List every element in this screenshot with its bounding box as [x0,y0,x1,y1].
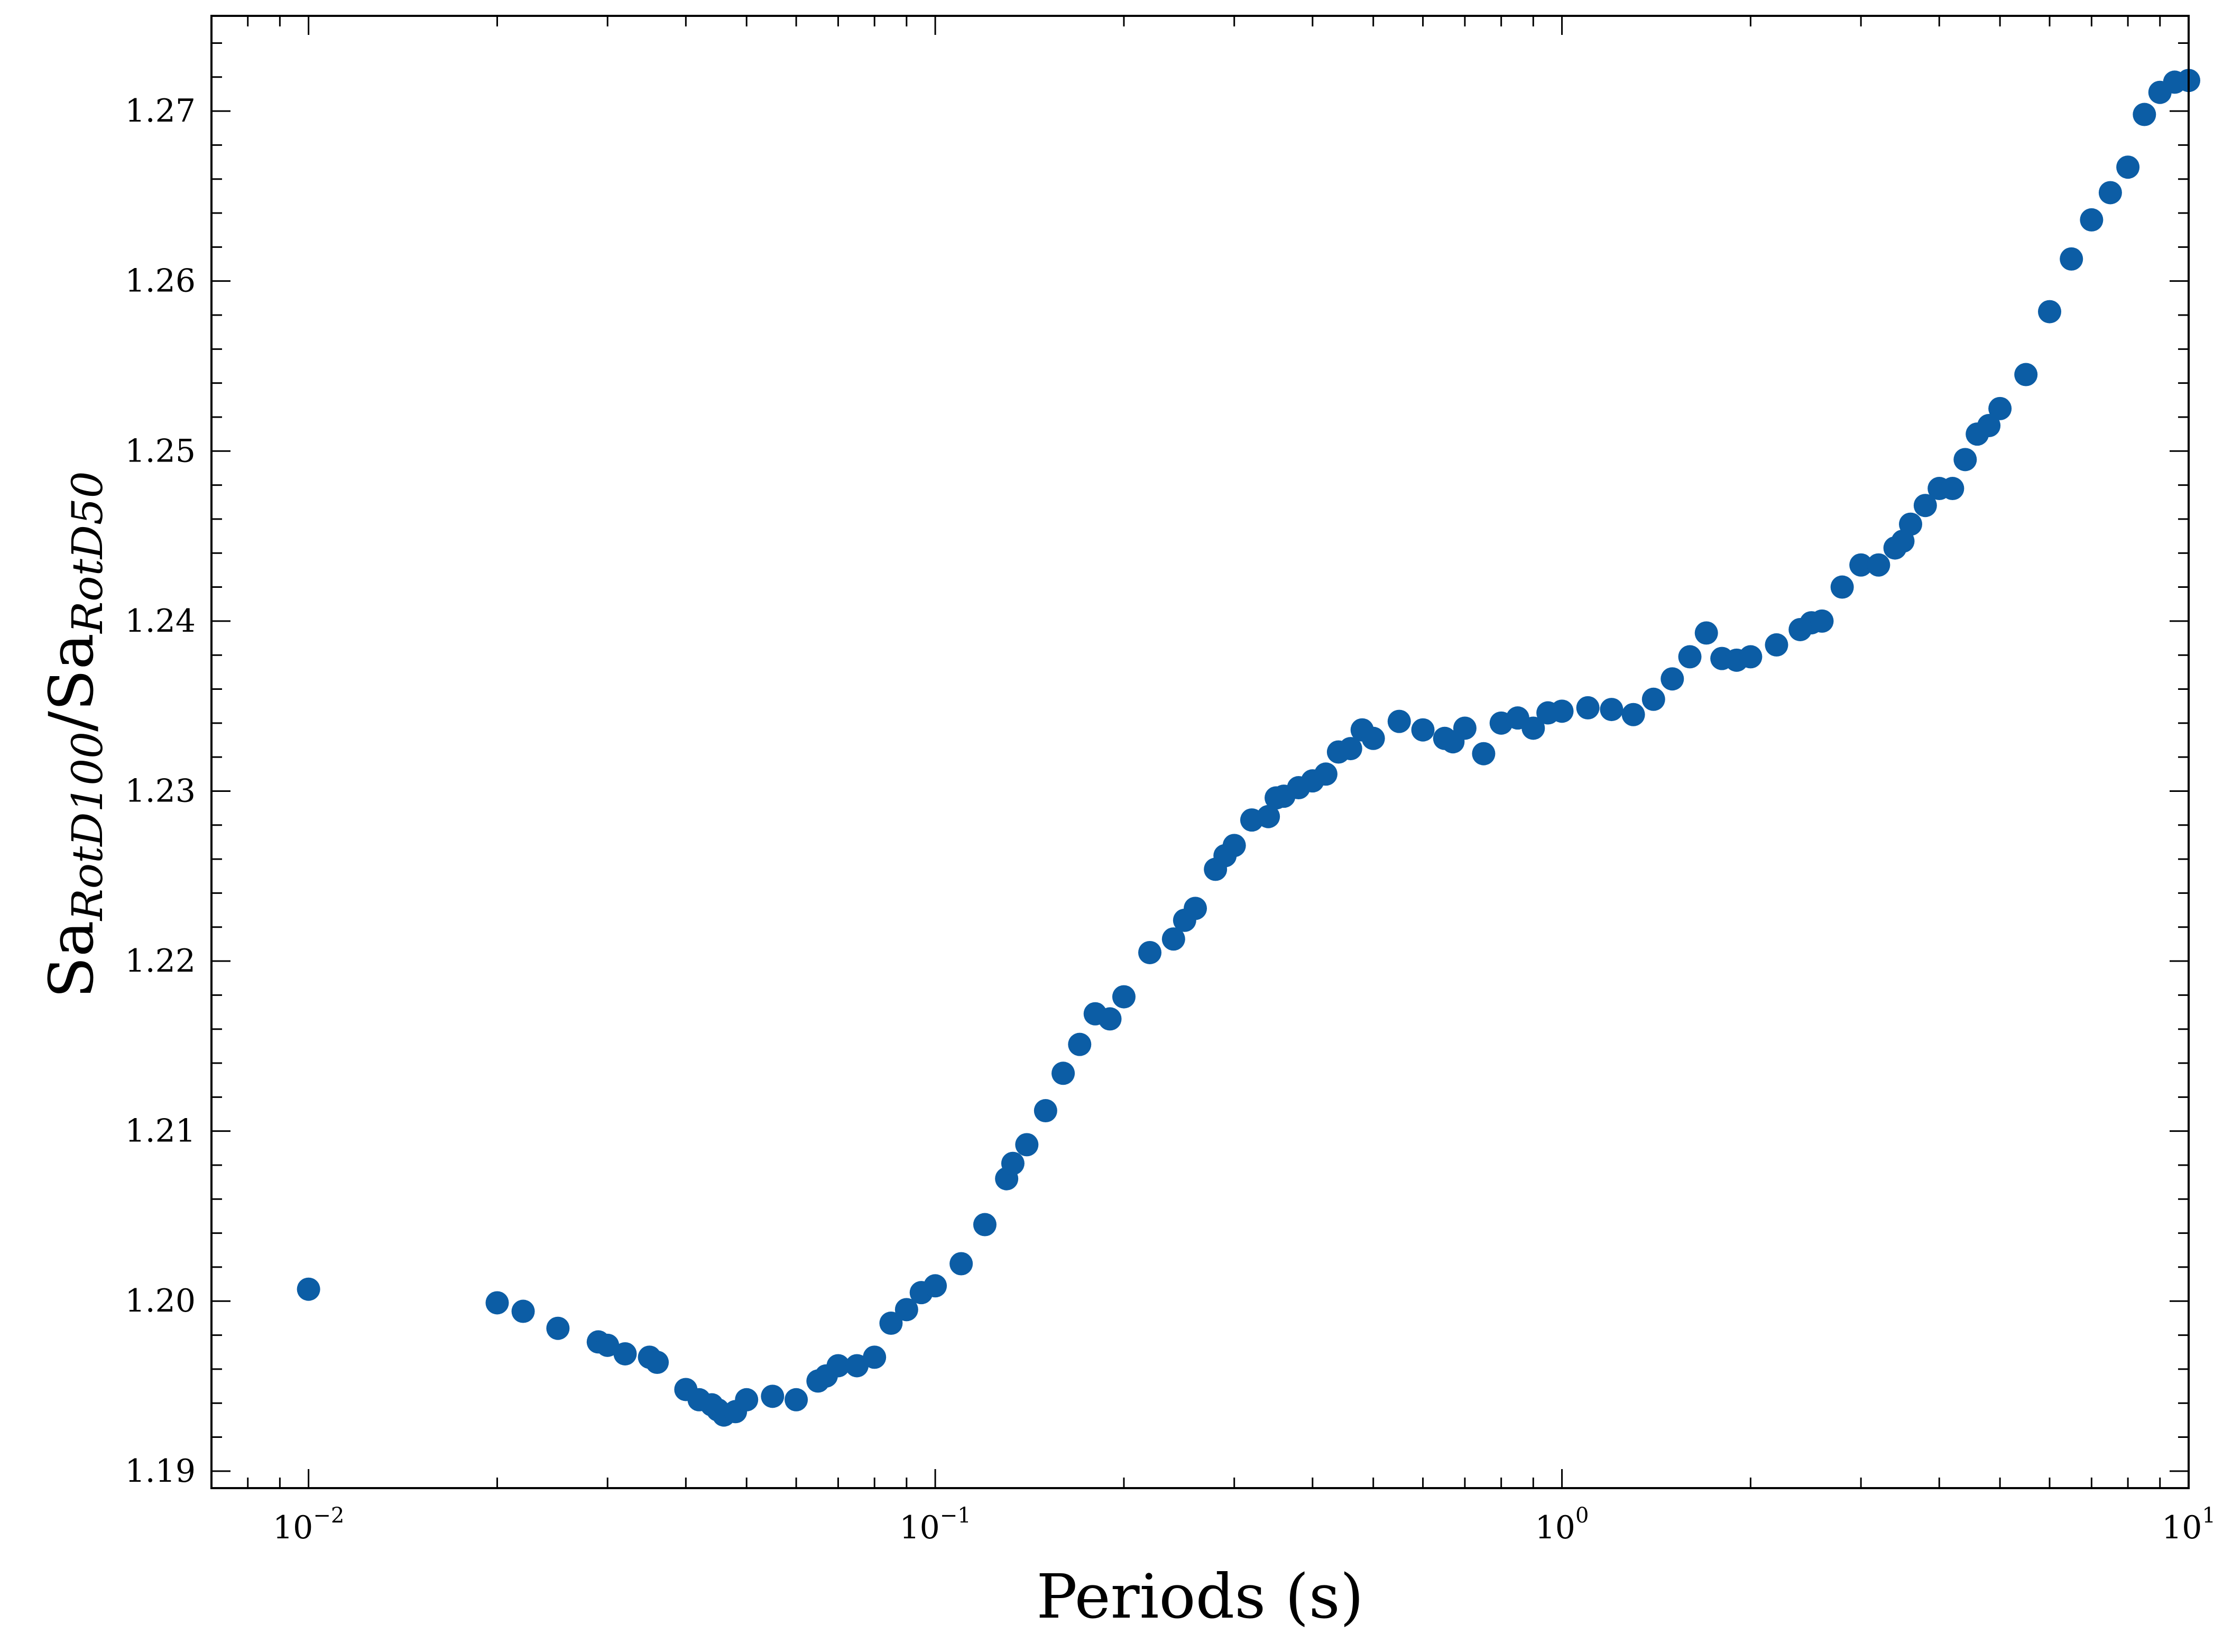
y-title-sub-2: RotD50 [63,471,112,634]
data-point [297,1277,320,1301]
data-point [1739,645,1763,669]
data-point [1941,477,1964,501]
x-tick-label: 10−1 [899,1503,971,1546]
y-tick-label: 1.22 [125,943,196,980]
y-title-main-2: Sa [36,633,107,711]
data-point [1849,553,1873,577]
data-point [1694,621,1718,645]
x-tick-label: 100 [1535,1503,1589,1546]
data-point [1867,553,1890,577]
data-point [894,1298,918,1322]
y-tick-label: 1.24 [125,603,196,640]
data-point [1161,927,1185,951]
data-point [924,1274,947,1298]
data-point [613,1342,637,1365]
data-point [1184,897,1207,920]
y-tick-label: 1.19 [125,1453,196,1490]
x-tick-label: 101 [2162,1503,2216,1546]
data-point [596,1333,620,1357]
y-title-main-1: Sa [36,920,107,998]
data-point [1015,1133,1039,1157]
data-point [1621,703,1645,726]
data-point [2014,363,2038,386]
data-point [1641,687,1665,711]
data-point [1138,940,1162,964]
data-point [1222,834,1246,857]
data-point [2098,181,2122,205]
data-point [1411,718,1435,742]
x-tick-label: 10−2 [273,1503,344,1546]
data-point [1913,494,1937,518]
data-point [1098,1007,1122,1031]
y-axis-title: SaRotD100/SaRotD50 [36,471,112,998]
axis-ticks [210,16,2190,1488]
data-point [1899,512,1923,536]
data-point [1661,667,1684,691]
y-tick-label: 1.25 [125,432,196,469]
data-point [1034,1099,1057,1123]
y-tick-label: 1.23 [125,772,196,809]
data-point [1521,716,1545,740]
y-title-slash: / [36,711,107,732]
data-point [1453,716,1477,740]
data-point [1810,609,1834,633]
scatter-points [297,69,2200,1427]
data-point [2060,247,2083,271]
data-point [1953,448,1977,472]
data-point [1765,633,1788,657]
data-point [1112,985,1136,1009]
data-point [2133,103,2156,126]
y-title-sub-1: RotD100 [63,732,112,921]
y-tick-label: 1.20 [125,1282,196,1319]
data-point [949,1252,973,1276]
data-point [826,1354,850,1378]
data-point [1051,1062,1075,1085]
data-point [2116,155,2140,179]
data-point [1678,645,1702,669]
data-point [845,1354,869,1378]
data-point [785,1388,808,1411]
data-point [1339,737,1362,761]
data-point [973,1213,997,1236]
data-point [761,1385,785,1408]
data-point [1001,1151,1025,1175]
data-point [1257,805,1280,828]
data-point [735,1388,759,1411]
data-point [1576,696,1600,719]
data-point [863,1345,887,1369]
y-tick-label: 1.21 [125,1113,196,1150]
data-point [1600,698,1624,722]
data-point [1550,699,1574,723]
data-point [1314,762,1338,786]
y-tick-label: 1.27 [125,93,196,130]
x-axis-title: Periods (s) [1036,1562,1363,1632]
data-point [1361,726,1385,750]
data-point [1387,709,1411,733]
plot-frame [210,15,2190,1489]
data-point [485,1291,509,1315]
data-point [1472,742,1496,765]
data-point [879,1312,903,1335]
data-point [511,1299,535,1323]
data-point [2038,300,2062,324]
y-tick-label: 1.26 [125,263,196,300]
data-point [546,1316,570,1340]
data-point [645,1351,669,1374]
data-point [1977,414,2001,438]
tick-labels: 1.19 1.20 1.21 1.22 1.23 1.24 1.25 1.26 1.27 10−2… [125,93,2216,1546]
data-point [1988,396,2012,420]
data-point [2080,208,2104,232]
data-point [1068,1032,1092,1056]
data-point [1830,575,1854,599]
